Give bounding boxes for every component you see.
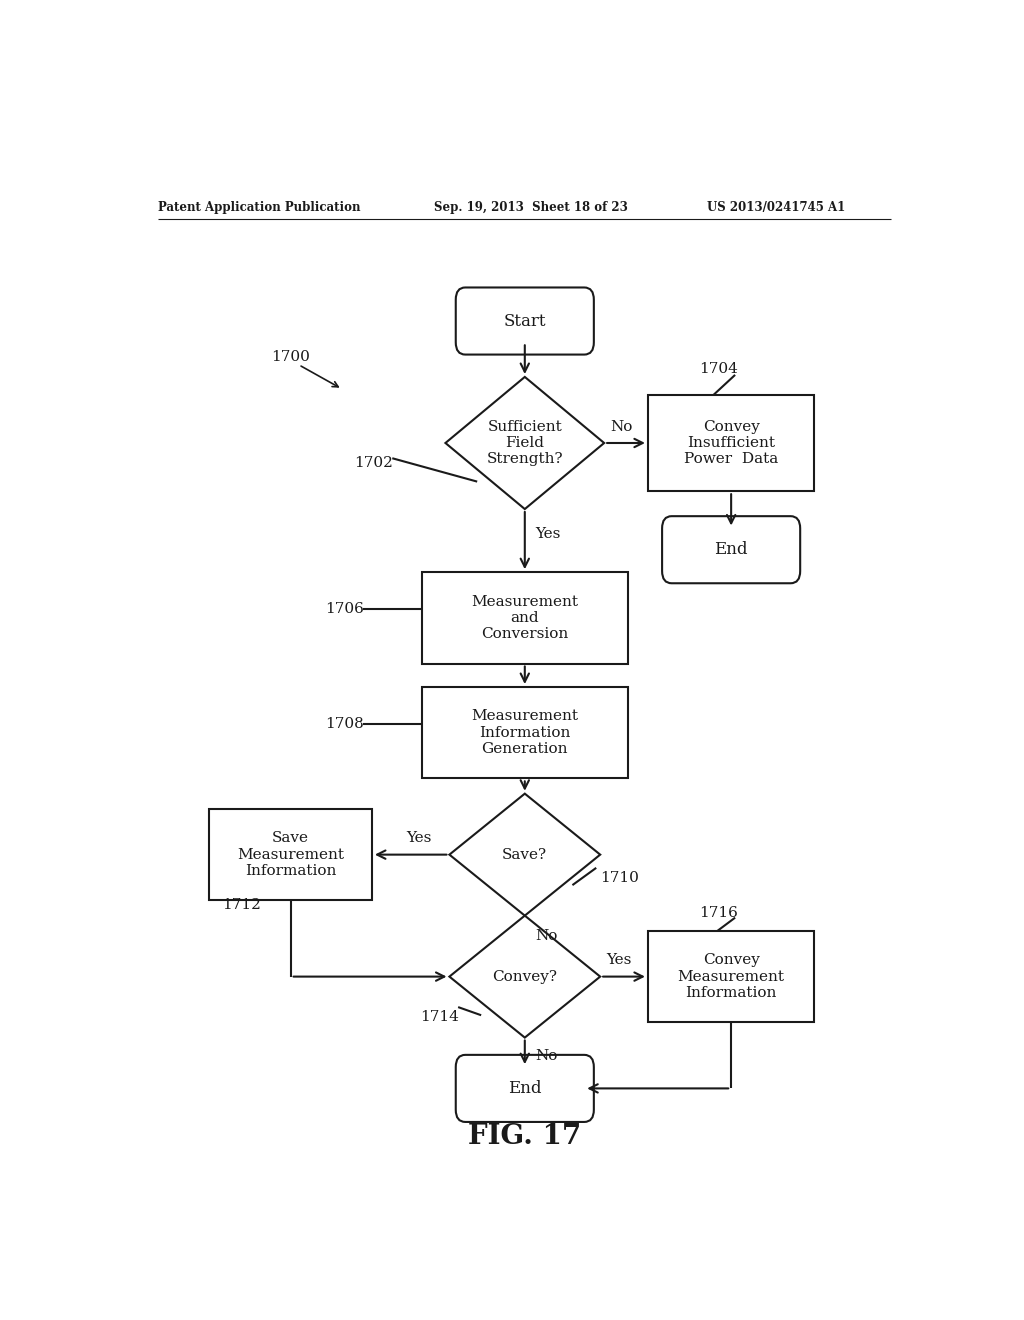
Bar [648,931,814,1022]
Text: US 2013/0241745 A1: US 2013/0241745 A1 [708,201,846,214]
Text: 1702: 1702 [354,457,393,470]
Bar [422,686,628,779]
Text: No: No [610,420,633,434]
Text: Yes: Yes [606,953,632,968]
Bar [209,809,372,900]
Text: 1712: 1712 [221,899,260,912]
Text: Start: Start [504,313,546,330]
Text: Sufficient
Field
Strength?: Sufficient Field Strength? [486,420,563,466]
Text: Measurement
Information
Generation: Measurement Information Generation [471,709,579,756]
Text: 1704: 1704 [699,362,738,376]
Text: FIG. 17: FIG. 17 [468,1123,582,1150]
Polygon shape [445,378,604,510]
Text: 1708: 1708 [325,717,364,730]
Text: Save?: Save? [502,847,548,862]
Text: End: End [508,1080,542,1097]
Text: No: No [536,1049,557,1063]
Text: 1700: 1700 [270,350,309,363]
Text: Patent Application Publication: Patent Application Publication [158,201,360,214]
Text: End: End [715,541,748,558]
Text: Sep. 19, 2013  Sheet 18 of 23: Sep. 19, 2013 Sheet 18 of 23 [433,201,628,214]
Text: Yes: Yes [406,832,431,845]
Text: Save
Measurement
Information: Save Measurement Information [238,832,344,878]
FancyBboxPatch shape [663,516,800,583]
Text: 1710: 1710 [600,871,639,884]
Text: Measurement
and
Conversion: Measurement and Conversion [471,594,579,642]
Polygon shape [450,916,600,1038]
Text: Yes: Yes [536,528,560,541]
FancyBboxPatch shape [456,1055,594,1122]
Text: No: No [536,929,557,942]
Text: 1714: 1714 [420,1010,459,1024]
Polygon shape [450,793,600,916]
Text: Convey?: Convey? [493,970,557,983]
Bar [422,572,628,664]
Bar [648,395,814,491]
Text: Convey
Measurement
Information: Convey Measurement Information [678,953,784,999]
FancyBboxPatch shape [456,288,594,355]
Text: 1706: 1706 [325,602,364,615]
Text: 1716: 1716 [699,906,738,920]
Text: Convey
Insufficient
Power  Data: Convey Insufficient Power Data [684,420,778,466]
